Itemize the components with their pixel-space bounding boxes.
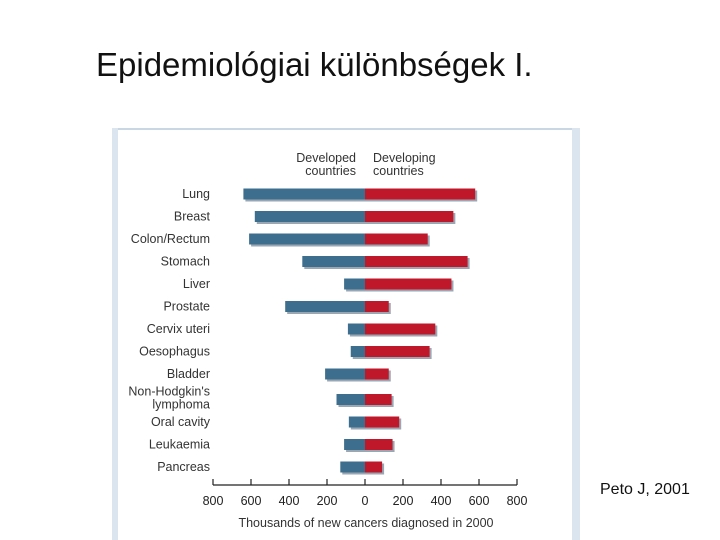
x-tick-label: 400	[279, 494, 300, 508]
bar-developing	[365, 416, 400, 428]
bar-developed	[243, 188, 365, 200]
category-label: lymphoma	[152, 398, 210, 412]
bar-developed	[344, 439, 365, 450]
bar-developed	[325, 368, 365, 380]
bar-developing	[365, 439, 393, 450]
category-label: Pancreas	[157, 460, 210, 474]
bar-developed	[340, 461, 365, 473]
bar-developing	[365, 278, 452, 290]
x-tick-label: 200	[393, 494, 414, 508]
bar-developed	[285, 301, 365, 312]
x-tick-label: 800	[507, 494, 528, 508]
bar-developing	[365, 323, 436, 335]
figure-border	[112, 128, 580, 130]
x-tick-label: 600	[469, 494, 490, 508]
category-label: Cervix uteri	[147, 322, 210, 336]
legend-developing: countries	[373, 164, 424, 178]
bar-developing	[365, 188, 476, 200]
category-label: Non-Hodgkin's	[128, 385, 210, 399]
category-label: Oral cavity	[151, 415, 211, 429]
bar-developing	[365, 368, 389, 380]
bar-developing	[365, 394, 392, 405]
bar-developed	[249, 233, 365, 245]
x-axis-label: Thousands of new cancers diagnosed in 20…	[238, 516, 493, 530]
x-tick-label: 400	[431, 494, 452, 508]
category-label: Colon/Rectum	[131, 232, 210, 246]
x-tick-label: 200	[317, 494, 338, 508]
bar-developing	[365, 461, 383, 473]
bar-developing	[365, 301, 389, 312]
bar-developed	[350, 346, 365, 357]
bar-developed	[254, 211, 365, 222]
category-label: Oesophagus	[139, 345, 210, 359]
category-label: Prostate	[163, 300, 210, 314]
x-tick-label: 800	[203, 494, 224, 508]
legend-developed: Developed	[296, 151, 356, 165]
category-label: Stomach	[161, 255, 210, 269]
category-label: Lung	[182, 187, 210, 201]
bar-developed	[348, 416, 365, 428]
bar-developed	[347, 323, 365, 335]
category-label: Bladder	[167, 367, 210, 381]
bar-developed	[344, 278, 365, 290]
x-tick-label: 600	[241, 494, 262, 508]
legend-developed: countries	[305, 164, 356, 178]
bar-developing	[365, 233, 428, 245]
category-label: Liver	[183, 277, 210, 291]
bar-developing	[365, 211, 454, 222]
figure-border	[572, 128, 580, 540]
bar-developed	[302, 256, 365, 267]
slide-title: Epidemiológiai különbségek I.	[96, 46, 533, 83]
figure-border	[112, 128, 118, 540]
category-label: Leukaemia	[149, 438, 210, 452]
legend-developing: Developing	[373, 151, 436, 165]
bar-developing	[365, 346, 430, 357]
category-label: Breast	[174, 210, 211, 224]
bar-developing	[365, 256, 468, 267]
citation: Peto J, 2001	[600, 481, 690, 498]
x-tick-label: 0	[362, 494, 369, 508]
bar-developed	[336, 394, 365, 405]
